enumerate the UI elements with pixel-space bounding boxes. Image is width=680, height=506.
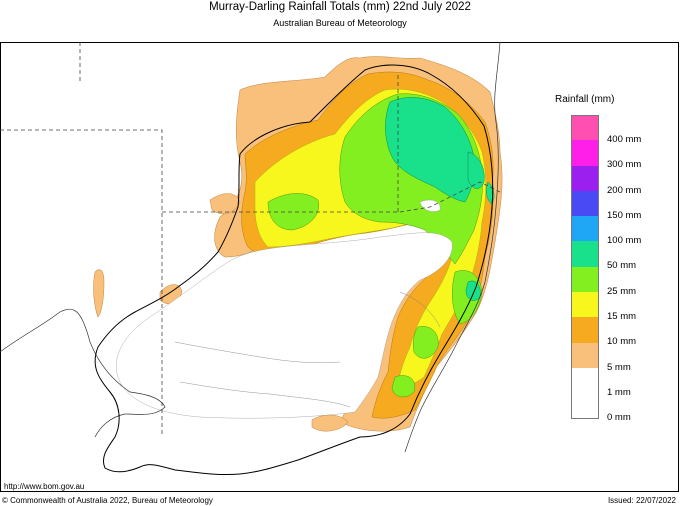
- legend-label: 5 mm: [607, 361, 631, 373]
- legend-label: 25 mm: [607, 285, 637, 297]
- state-boundaries: [0, 42, 501, 437]
- legend-swatch: [571, 393, 599, 419]
- map-subtitle: Australian Bureau of Meteorology: [273, 18, 407, 28]
- legend-title: Rainfall (mm): [555, 94, 615, 105]
- legend-swatch: [571, 266, 599, 293]
- legend-label: 1 mm: [607, 386, 631, 398]
- map-title: Murray-Darling Rainfall Totals (mm) 22nd…: [209, 1, 471, 13]
- legend-item: 0 mm: [571, 393, 671, 423]
- coastline: [0, 42, 501, 453]
- legend-item: 25 mm: [571, 266, 671, 297]
- legend-swatch: [571, 165, 599, 191]
- dry-areas: [116, 199, 453, 419]
- legend-item: 300 mm: [571, 140, 671, 170]
- legend-item: 400 mm: [571, 115, 671, 145]
- legend-label: 15 mm: [607, 311, 637, 323]
- legend-swatch: [571, 115, 599, 141]
- legend-swatch: [571, 140, 599, 166]
- legend-swatch: [571, 190, 599, 217]
- legend-swatch: [571, 342, 599, 368]
- legend-swatch: [571, 241, 599, 267]
- rainfall-map: [0, 42, 503, 476]
- legend-item: 10 mm: [571, 317, 671, 347]
- legend-swatch: [571, 292, 599, 318]
- legend-item: 200 mm: [571, 165, 671, 196]
- legend-label: 100 mm: [607, 235, 642, 247]
- legend: 400 mm 300 mm 200 mm 150 mm 100 mm 50 mm…: [571, 115, 671, 423]
- legend-item: 150 mm: [571, 190, 671, 221]
- website-url: http://www.bom.gov.au: [4, 482, 85, 491]
- legend-label: 200 mm: [607, 184, 642, 196]
- rain-area-25-50mm: [385, 97, 495, 301]
- legend-swatch: [571, 216, 599, 242]
- legend-label: 10 mm: [607, 336, 637, 348]
- legend-item: 50 mm: [571, 241, 671, 271]
- legend-item: 5 mm: [571, 342, 671, 373]
- basin-boundary: [94, 64, 494, 476]
- legend-item: 15 mm: [571, 292, 671, 322]
- legend-label: 150 mm: [607, 209, 642, 221]
- legend-swatch: [571, 317, 599, 343]
- legend-item: 1 mm: [571, 367, 671, 398]
- legend-label: 400 mm: [607, 134, 642, 145]
- issued-date: Issued: 22/07/2022: [607, 496, 676, 505]
- legend-label: 0 mm: [607, 412, 631, 424]
- legend-label: 50 mm: [607, 260, 637, 272]
- legend-item: 100 mm: [571, 216, 671, 246]
- legend-label: 300 mm: [607, 159, 642, 171]
- legend-swatch: [571, 367, 599, 394]
- copyright-notice: © Commonwealth of Australia 2022, Bureau…: [2, 496, 213, 505]
